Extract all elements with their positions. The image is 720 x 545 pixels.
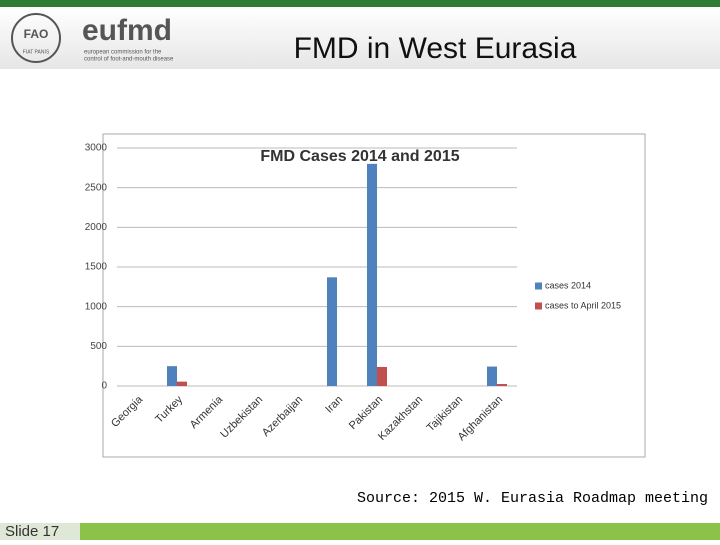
slide-title: FMD in West Eurasia [294,32,577,65]
legend-swatch [535,302,542,310]
y-tick-label: 500 [90,341,107,352]
legend-label: cases 2014 [545,280,591,290]
slide-number: Slide 17 [5,523,59,540]
fao-logo [11,13,61,63]
bar [377,366,387,386]
bar [177,381,187,386]
bar [367,163,377,386]
bar [167,366,177,386]
y-tick-label: 3000 [85,143,108,154]
source: Source: 2015 W. Eurasia Roadmap meeting [357,490,708,507]
fao-motto: FIAT PANIS [23,49,50,55]
legend-swatch [535,282,542,290]
top-bar [0,0,720,7]
y-tick-label: 2500 [85,182,108,193]
fao-logo-text: FAO [24,27,49,41]
eufmd-logo: eufmd [82,14,172,47]
y-tick-label: 0 [101,381,107,392]
eufmd-caption: control of foot-and-mouth disease [84,57,174,63]
bottom-bar [0,523,720,540]
eufmd-caption: european commission for the [84,50,162,56]
y-tick-label: 1500 [85,262,108,273]
slide-number-box [0,523,80,540]
bar [487,366,497,386]
bar [327,277,337,386]
y-tick-label: 2000 [85,222,108,233]
bar [497,384,507,386]
chart-title: FMD Cases 2014 and 2015 [260,148,459,165]
y-tick-label: 1000 [85,301,108,312]
header [0,7,720,69]
legend-label: cases to April 2015 [545,300,621,310]
